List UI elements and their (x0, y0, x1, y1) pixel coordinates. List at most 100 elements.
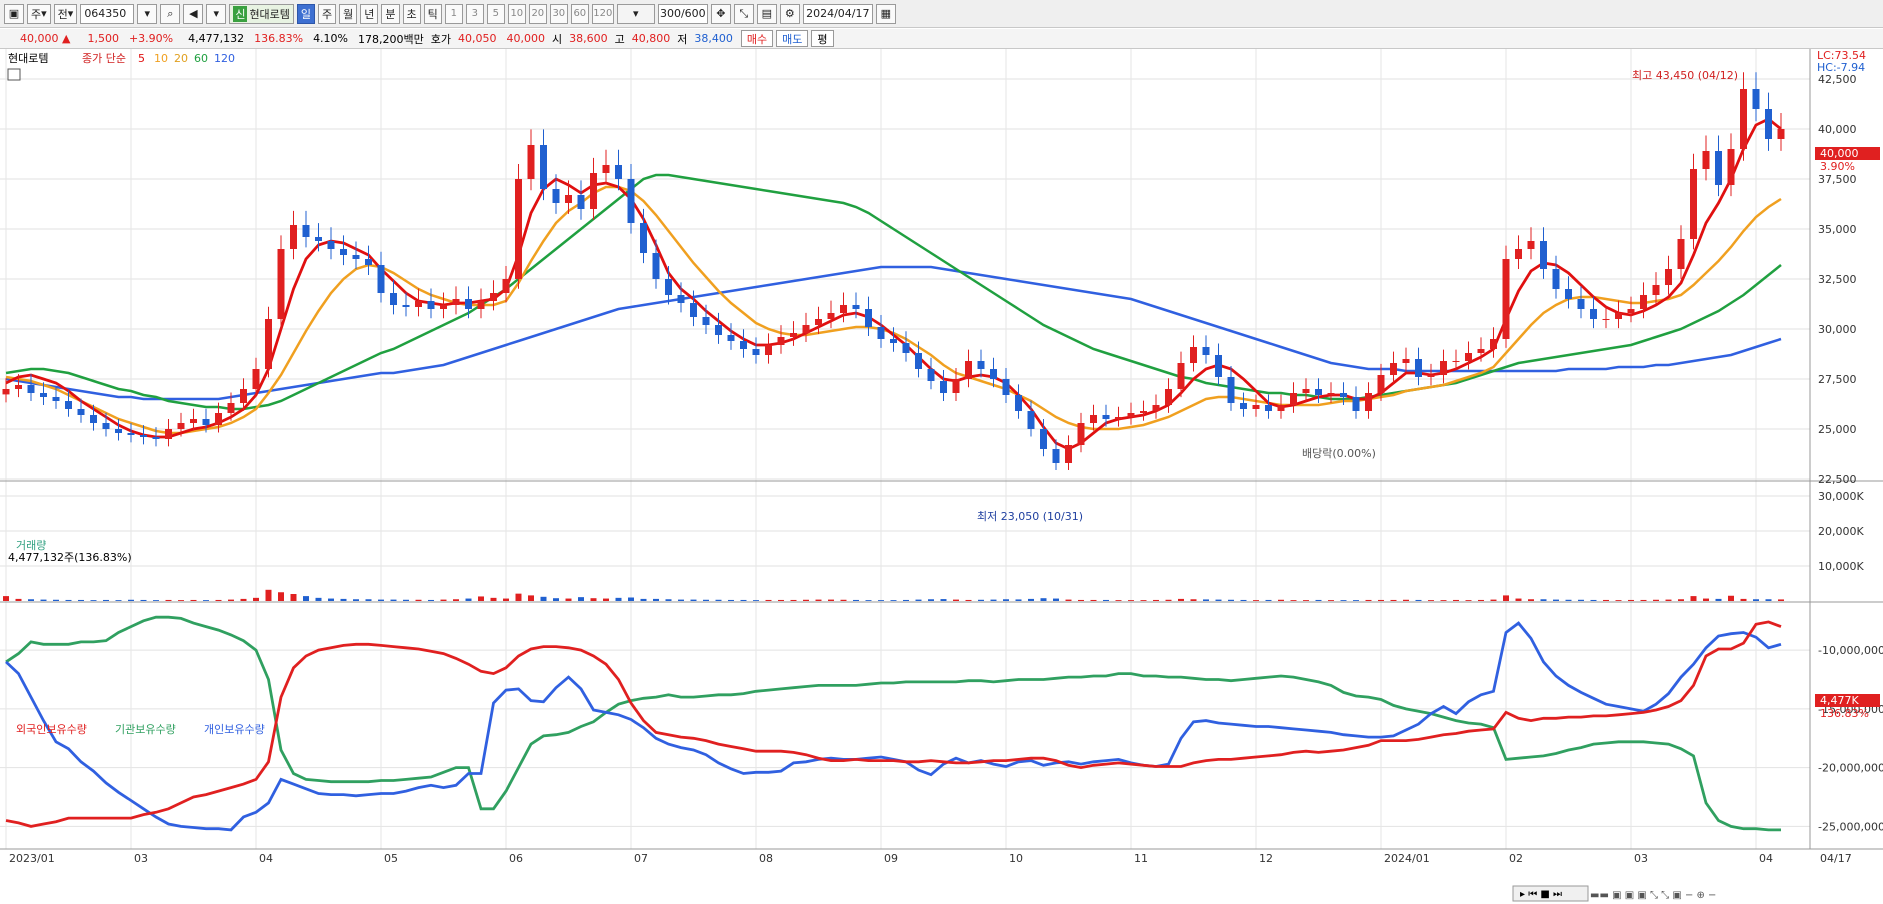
interval-20[interactable]: 20 (528, 3, 547, 24)
candle (940, 381, 947, 393)
stock-chart[interactable]: 42,500 40,000 37,500 35,000 32,500 30,000 27,5… (0, 49, 1883, 904)
y-tick-label: 35,000 (1818, 223, 1857, 236)
open-price: 38,600 (569, 32, 608, 45)
tools-icon[interactable]: ⤡ (733, 3, 754, 24)
x-tick-label: 2023/01 (9, 852, 55, 865)
price-change: 1,500 (87, 32, 119, 45)
interval-10[interactable]: 10 (507, 3, 526, 24)
volume-bar (1653, 599, 1659, 601)
volume-bar (1665, 599, 1672, 601)
x-tick-label: 08 (759, 852, 773, 865)
x-tick-label: 12 (1259, 852, 1273, 865)
holding-tick-label: -10,000,000 (1818, 644, 1883, 657)
date-input[interactable]: 2024/04/17 (802, 3, 873, 24)
volume-bar (28, 599, 34, 601)
nav-buttons[interactable] (1512, 885, 1589, 902)
volume-bar (1615, 600, 1622, 601)
volume-bar (703, 599, 709, 601)
zoom-tools-icon[interactable]: ▬▬ ▣ ▣ ▣ ⤡ ⤡ ▣ − ⊕ − (1590, 890, 1716, 901)
volume-bar (278, 592, 284, 601)
quote-bar: 40,000 ▲ 1,500 +3.90% 4,477,132 136.83% … (0, 29, 1883, 49)
crosshair-icon[interactable]: ✥ (710, 3, 731, 24)
holding-lines (5, 615, 1782, 832)
volume-bar (815, 599, 822, 601)
code-dropdown-icon[interactable]: ▾ (137, 3, 158, 24)
volume-bar (1065, 599, 1072, 601)
volume-bar (790, 599, 797, 601)
stock-name[interactable]: 신 현대로템 (229, 3, 294, 24)
candle (1165, 389, 1172, 405)
x-tick-label: 06 (509, 852, 523, 865)
legend-ma60: 60 (194, 52, 208, 65)
volume-bar (890, 600, 897, 601)
tab-second[interactable]: 초 (402, 3, 421, 24)
volume-bar (1003, 599, 1009, 601)
x-tick-label: 04 (1759, 852, 1773, 865)
y-tick-label: 30,000 (1818, 323, 1857, 336)
tab-tick[interactable]: 틱 (423, 3, 442, 24)
interval-60[interactable]: 60 (570, 3, 589, 24)
volume-bar (1415, 599, 1422, 601)
interval-5[interactable]: 5 (486, 3, 505, 24)
legend: 현대로템 종가 단순 5 10 20 60 120 (7, 52, 235, 81)
volume-value: 4,477,132주(136.83%) (8, 551, 132, 564)
volume-bar (1378, 599, 1384, 601)
candle (402, 305, 410, 307)
tab-month[interactable]: 월 (339, 3, 358, 24)
volume-bar (1215, 599, 1222, 601)
volume-bar (115, 600, 122, 601)
chart-menu-icon[interactable]: ▣ (4, 3, 24, 24)
buy-button[interactable]: 매수 (740, 30, 774, 47)
candle (1190, 347, 1197, 363)
volume-bar (190, 599, 197, 601)
eval-button[interactable]: 평 (811, 30, 834, 47)
candle (1002, 379, 1010, 395)
candles (2, 72, 1785, 470)
candle (1490, 339, 1497, 349)
volume-bar (265, 589, 272, 601)
volume-bar (1765, 599, 1772, 601)
interval-120[interactable]: 120 (591, 3, 614, 24)
lc-label: LC:73.54 (1817, 49, 1866, 62)
count-input[interactable]: 300/600 (657, 3, 708, 24)
tab-minute[interactable]: 분 (381, 3, 400, 24)
candle (527, 145, 535, 179)
period-select[interactable]: 주 ▾ (27, 3, 51, 24)
candle (315, 237, 322, 241)
tab-year[interactable]: 년 (360, 3, 379, 24)
calendar-icon[interactable]: ▦ (875, 3, 896, 24)
code-input[interactable]: 064350 (80, 3, 135, 24)
interval-3[interactable]: 3 (465, 3, 484, 24)
search-icon[interactable]: ⌕ (160, 3, 181, 24)
institution-line (5, 615, 1781, 832)
market-select[interactable]: 전 ▾ (53, 3, 78, 24)
sound-icon[interactable]: ◀ (183, 3, 204, 24)
candle (152, 437, 160, 439)
volume-bar (3, 596, 9, 601)
high-annotation: 최고 43,450 (04/12) (1632, 69, 1738, 82)
chart-toggle-icon[interactable] (7, 68, 21, 81)
interval-custom-select[interactable]: ▾ (616, 3, 655, 24)
volume-bar (1403, 599, 1409, 601)
y-tick-label: 32,500 (1818, 273, 1857, 286)
tab-day[interactable]: 일 (296, 3, 316, 24)
settings-icon[interactable]: ⚙ (779, 3, 800, 24)
candle (1415, 359, 1422, 377)
tab-week[interactable]: 주 (318, 3, 337, 24)
volume-bar (1078, 599, 1084, 601)
candle (1027, 411, 1035, 429)
candle (777, 337, 785, 345)
candle (427, 301, 435, 309)
interval-1[interactable]: 1 (444, 3, 463, 24)
candle (990, 369, 997, 379)
nav-arrows-icon[interactable]: ▸ ⏮ ■ ⏭ (1520, 889, 1562, 900)
volume-bar (328, 598, 334, 601)
volume-bar (840, 599, 847, 601)
sell-button[interactable]: 매도 (776, 30, 809, 47)
legend-ma5: 5 (138, 52, 145, 65)
volume-bar (1515, 598, 1522, 601)
history-dropdown-icon[interactable]: ▾ (206, 3, 227, 24)
interval-30[interactable]: 30 (549, 3, 568, 24)
save-icon[interactable]: ▤ (756, 3, 777, 24)
volume-bar (1303, 600, 1309, 601)
